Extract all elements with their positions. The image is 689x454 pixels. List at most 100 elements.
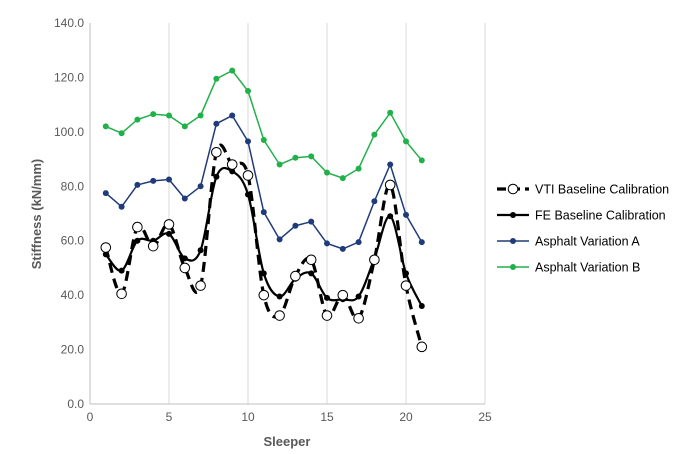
data-point-asphalt-variation-b-5	[166, 112, 172, 119]
x-tick-label: 10	[241, 410, 255, 424]
data-point-asphalt-variation-b-20	[403, 138, 409, 145]
data-point-vti-baseline-calibration-16	[337, 289, 349, 301]
data-point-asphalt-variation-b-6	[181, 123, 188, 130]
data-point-asphalt-variation-b-19	[387, 109, 394, 116]
data-point-fe-baseline-calibration-15	[324, 294, 330, 301]
data-point-vti-baseline-calibration-5	[163, 219, 175, 230]
data-point-asphalt-variation-a-16	[339, 245, 346, 252]
data-point-asphalt-variation-b-10	[245, 88, 251, 95]
data-point-fe-baseline-calibration-7	[197, 247, 204, 254]
data-point-asphalt-variation-b-21	[418, 157, 425, 164]
y-tick-label: 100.0	[54, 125, 84, 139]
data-point-fe-baseline-calibration-11	[260, 270, 267, 277]
data-point-fe-baseline-calibration-5	[166, 230, 172, 237]
series-line-fe-baseline-calibration	[104, 166, 423, 307]
y-tick-label: 20.0	[61, 343, 85, 357]
series-asphalt-variation-b	[102, 67, 425, 182]
y-tick-label: 120.0	[54, 70, 84, 84]
data-point-asphalt-variation-a-20	[403, 211, 409, 218]
data-point-vti-baseline-calibration-1	[100, 242, 112, 253]
data-point-fe-baseline-calibration-21	[418, 303, 425, 310]
plot-series	[100, 67, 428, 353]
y-tick-label: 80.0	[61, 179, 85, 193]
data-point-vti-baseline-calibration-4	[147, 240, 159, 252]
data-point-vti-baseline-calibration-2	[116, 288, 127, 300]
series-vti-baseline-calibration	[100, 143, 428, 353]
data-point-vti-baseline-calibration-10	[242, 170, 254, 181]
legend: VTI Baseline Calibration FE Baseline Cali…	[497, 183, 669, 275]
data-point-asphalt-variation-a-15	[324, 240, 330, 247]
data-point-asphalt-variation-a-8	[213, 120, 220, 127]
y-tick-label: 40.0	[61, 288, 85, 302]
data-point-fe-baseline-calibration-9	[229, 168, 236, 175]
data-point-vti-baseline-calibration-14	[305, 254, 317, 266]
data-point-fe-baseline-calibration-8	[213, 173, 220, 180]
data-point-asphalt-variation-a-4	[150, 177, 157, 184]
legend-item-vti-baseline-calibration: VTI Baseline Calibration	[497, 183, 669, 197]
y-tick-labels: 0.0 20.0 40.0 60.0 80.0 100.0 120.0 140.0	[54, 16, 84, 411]
data-point-fe-baseline-calibration-12	[276, 293, 283, 300]
x-tick-label: 20	[399, 410, 413, 424]
data-point-asphalt-variation-a-12	[276, 236, 283, 243]
legend-label: Asphalt Variation B	[535, 261, 640, 275]
data-point-vti-baseline-calibration-6	[179, 262, 191, 274]
data-point-asphalt-variation-b-3	[134, 116, 141, 123]
data-point-asphalt-variation-b-2	[118, 130, 125, 137]
data-point-asphalt-variation-a-7	[197, 183, 204, 190]
legend-item-asphalt-variation-b: Asphalt Variation B	[497, 261, 640, 275]
legend-swatch-marker	[507, 183, 519, 195]
data-point-asphalt-variation-b-7	[197, 112, 204, 119]
x-tick-label: 15	[320, 410, 334, 424]
data-point-asphalt-variation-a-3	[134, 181, 141, 188]
y-axis-title: Stiffness (kN/mm)	[29, 159, 44, 270]
data-point-asphalt-variation-a-21	[418, 239, 425, 246]
data-point-asphalt-variation-b-12	[276, 161, 283, 168]
x-tick-label: 5	[166, 410, 173, 424]
axes	[89, 23, 485, 405]
vertical-gridlines	[168, 23, 486, 404]
data-point-asphalt-variation-b-17	[355, 165, 362, 172]
data-point-fe-baseline-calibration-14	[308, 270, 315, 277]
legend-label: FE Baseline Calibration	[535, 209, 666, 223]
legend-swatch-marker	[510, 264, 516, 270]
legend-item-fe-baseline-calibration: FE Baseline Calibration	[497, 209, 666, 223]
data-point-asphalt-variation-b-1	[102, 123, 109, 130]
data-point-asphalt-variation-a-17	[355, 239, 362, 246]
data-point-asphalt-variation-b-4	[150, 111, 157, 118]
legend-swatch-marker	[510, 212, 516, 218]
data-point-asphalt-variation-a-10	[245, 138, 251, 145]
legend-label: VTI Baseline Calibration	[535, 183, 669, 197]
data-point-asphalt-variation-b-16	[339, 175, 346, 182]
data-point-vti-baseline-calibration-18	[369, 254, 380, 266]
data-point-vti-baseline-calibration-20	[400, 280, 412, 291]
data-point-asphalt-variation-b-13	[292, 154, 299, 161]
series-asphalt-variation-a	[102, 112, 425, 252]
data-point-asphalt-variation-a-19	[387, 161, 394, 168]
legend-item-asphalt-variation-a: Asphalt Variation A	[497, 235, 640, 249]
data-point-fe-baseline-calibration-3	[134, 237, 141, 244]
legend-swatch-marker	[510, 238, 516, 244]
data-point-vti-baseline-calibration-17	[353, 312, 364, 324]
data-point-asphalt-variation-a-9	[229, 112, 236, 119]
series-line-asphalt-variation-b	[105, 69, 423, 179]
legend-label: Asphalt Variation A	[535, 235, 640, 249]
data-point-asphalt-variation-a-18	[371, 198, 378, 205]
data-point-vti-baseline-calibration-21	[416, 341, 428, 353]
data-point-vti-baseline-calibration-13	[290, 270, 301, 282]
data-point-asphalt-variation-a-6	[181, 195, 188, 202]
y-tick-label: 0.0	[67, 397, 84, 411]
data-point-vti-baseline-calibration-12	[274, 310, 285, 321]
x-tick-label: 25	[478, 410, 492, 424]
y-tick-label: 140.0	[54, 16, 84, 30]
data-point-fe-baseline-calibration-17	[355, 293, 362, 300]
y-tick-label: 60.0	[61, 234, 85, 248]
data-point-asphalt-variation-a-5	[166, 176, 172, 183]
data-point-vti-baseline-calibration-15	[321, 310, 333, 321]
data-point-fe-baseline-calibration-19	[387, 213, 394, 220]
data-point-asphalt-variation-a-1	[102, 190, 109, 197]
data-point-vti-baseline-calibration-3	[132, 221, 143, 233]
data-point-vti-baseline-calibration-9	[226, 159, 238, 170]
data-point-asphalt-variation-b-9	[229, 67, 236, 74]
data-point-asphalt-variation-a-13	[292, 222, 299, 229]
